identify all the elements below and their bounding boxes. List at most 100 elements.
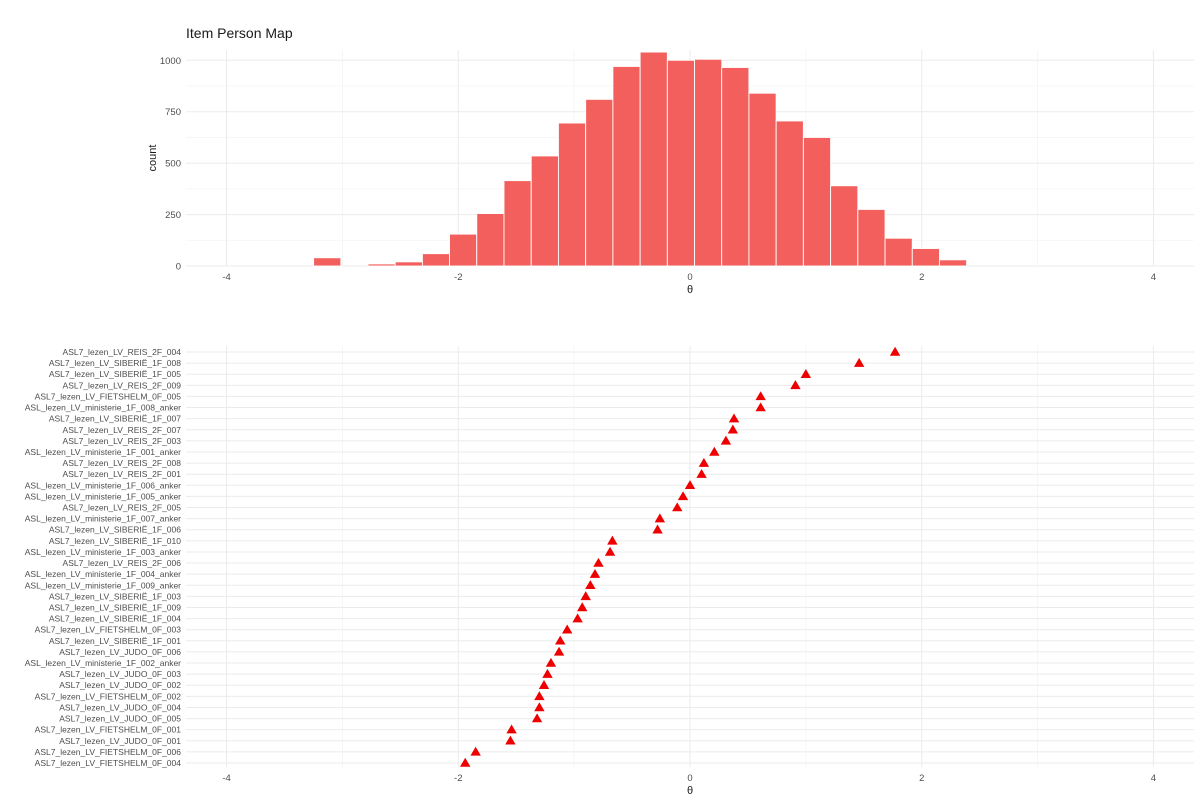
item-label: ASL_lezen_LV_ministerie_1F_007_anker: [25, 514, 181, 524]
hist-bar: [775, 120, 804, 267]
items-x-tick-label: -2: [454, 773, 462, 784]
item-point: [684, 480, 696, 490]
hist-y-tick-label: 1000: [160, 56, 181, 67]
item-label: ASL7_lezen_LV_SIBERIË_1F_007: [49, 414, 181, 424]
item-label: ASL_lezen_LV_ministerie_1F_001_anker: [25, 447, 181, 457]
item-label: ASL7_lezen_LV_SIBERIË_1F_004: [49, 614, 181, 624]
items-x-tick-label: 0: [687, 773, 692, 784]
item-label: ASL7_lezen_LV_SIBERIË_1F_001: [49, 636, 181, 646]
hist-x-tick-label: 2: [919, 272, 924, 283]
item-label: ASL7_lezen_LV_FIETSHELM_0F_003: [35, 625, 182, 635]
item-point: [654, 513, 666, 523]
items-x-tick-label: 2: [919, 773, 924, 784]
hist-bar: [830, 185, 859, 267]
item-label: ASL7_lezen_LV_FIETSHELM_0F_005: [35, 391, 182, 401]
item-label: ASL7_lezen_LV_FIETSHELM_0F_004: [35, 758, 182, 768]
item-label: ASL7_lezen_LV_REIS_2F_001: [63, 469, 182, 479]
item-point: [709, 446, 720, 456]
item-point: [652, 524, 663, 534]
item-point: [534, 691, 545, 701]
item-label: ASL_lezen_LV_ministerie_1F_006_anker: [25, 480, 181, 490]
hist-x-tick-label: 4: [1151, 272, 1156, 283]
item-point: [542, 668, 553, 678]
hist-bar: [884, 237, 913, 267]
item-label: ASL7_lezen_LV_JUDO_0F_006: [59, 647, 181, 657]
item-point: [534, 702, 545, 712]
item-point: [604, 546, 616, 556]
hist-bar: [748, 92, 777, 267]
item-point: [460, 757, 471, 767]
item-label: ASL7_lezen_LV_FIETSHELM_0F_001: [35, 725, 182, 735]
item-point: [470, 746, 481, 756]
item-point: [889, 346, 901, 356]
item-point: [698, 457, 710, 467]
item-label: ASL7_lezen_LV_JUDO_0F_001: [59, 736, 181, 746]
hist-y-tick-label: 500: [165, 159, 181, 170]
hist-bar: [313, 257, 342, 267]
item-point: [677, 491, 689, 501]
hist-bar: [503, 180, 532, 267]
item-point: [720, 435, 732, 445]
hist-bar: [421, 253, 451, 267]
item-point: [755, 391, 766, 401]
items-x-tick-label: 4: [1151, 773, 1156, 784]
hist-bar: [530, 155, 559, 267]
hist-bar: [938, 259, 968, 267]
hist-bar: [476, 213, 505, 267]
item-point: [545, 657, 557, 667]
chart-title: Item Person Map: [186, 25, 293, 41]
hist-bar: [367, 263, 396, 267]
item-label: ASL7_lezen_LV_JUDO_0F_005: [59, 714, 181, 724]
hist-y-axis-title: count: [147, 145, 159, 172]
hist-y-tick-label: 0: [176, 262, 181, 273]
item-label: ASL7_lezen_LV_SIBERIË_1F_009: [49, 602, 181, 612]
hist-bar: [558, 122, 587, 267]
hist-y-tick-label: 750: [165, 107, 181, 118]
item-point: [553, 646, 565, 656]
item-label: ASL_lezen_LV_ministerie_1F_005_anker: [25, 491, 181, 501]
item-point: [800, 369, 812, 378]
item-label: ASL7_lezen_LV_SIBERIË_1F_003: [49, 591, 181, 601]
item-point: [577, 602, 588, 612]
items-x-axis-title: θ: [687, 785, 693, 797]
item-point: [755, 402, 766, 412]
item-label: ASL7_lezen_LV_REIS_2F_006: [63, 558, 182, 568]
hist-bar: [721, 67, 750, 267]
hist-bar: [639, 51, 668, 267]
item-point: [555, 635, 566, 645]
item-point: [593, 557, 604, 567]
item-label: ASL_lezen_LV_ministerie_1F_002_anker: [25, 658, 181, 668]
item-point: [790, 380, 801, 390]
item-label: ASL7_lezen_LV_REIS_2F_004: [63, 347, 182, 357]
item-point: [727, 424, 739, 434]
hist-x-tick-label: -2: [454, 272, 462, 283]
hist-bar: [394, 261, 423, 267]
item-point: [561, 624, 573, 634]
hist-bar: [612, 66, 641, 267]
item-label: ASL_lezen_LV_ministerie_1F_009_anker: [25, 580, 181, 590]
item-label: ASL7_lezen_LV_REIS_2F_005: [63, 503, 182, 513]
item-label: ASL_lezen_LV_ministerie_1F_003_anker: [25, 547, 181, 557]
item-point: [728, 413, 740, 423]
item-point: [538, 680, 550, 689]
hist-bar: [857, 208, 886, 267]
item-point: [585, 580, 596, 590]
item-point: [696, 468, 707, 478]
hist-bar: [802, 136, 832, 267]
item-point: [589, 568, 601, 578]
item-label: ASL7_lezen_LV_REIS_2F_009: [63, 380, 182, 390]
item-label: ASL_lezen_LV_ministerie_1F_008_anker: [25, 403, 181, 413]
hist-x-tick-label: 0: [687, 272, 692, 283]
item-point: [572, 613, 583, 623]
hist-y-tick-label: 250: [165, 210, 181, 221]
item-label: ASL7_lezen_LV_JUDO_0F_002: [59, 680, 181, 690]
item-point: [505, 735, 516, 745]
item-point: [506, 724, 517, 734]
item-point: [531, 713, 543, 723]
item-point: [580, 591, 591, 601]
item-label: ASL7_lezen_LV_JUDO_0F_004: [59, 702, 181, 712]
item-point: [853, 357, 865, 367]
hist-bar: [449, 233, 478, 267]
item-label: ASL7_lezen_LV_REIS_2F_007: [63, 425, 182, 435]
